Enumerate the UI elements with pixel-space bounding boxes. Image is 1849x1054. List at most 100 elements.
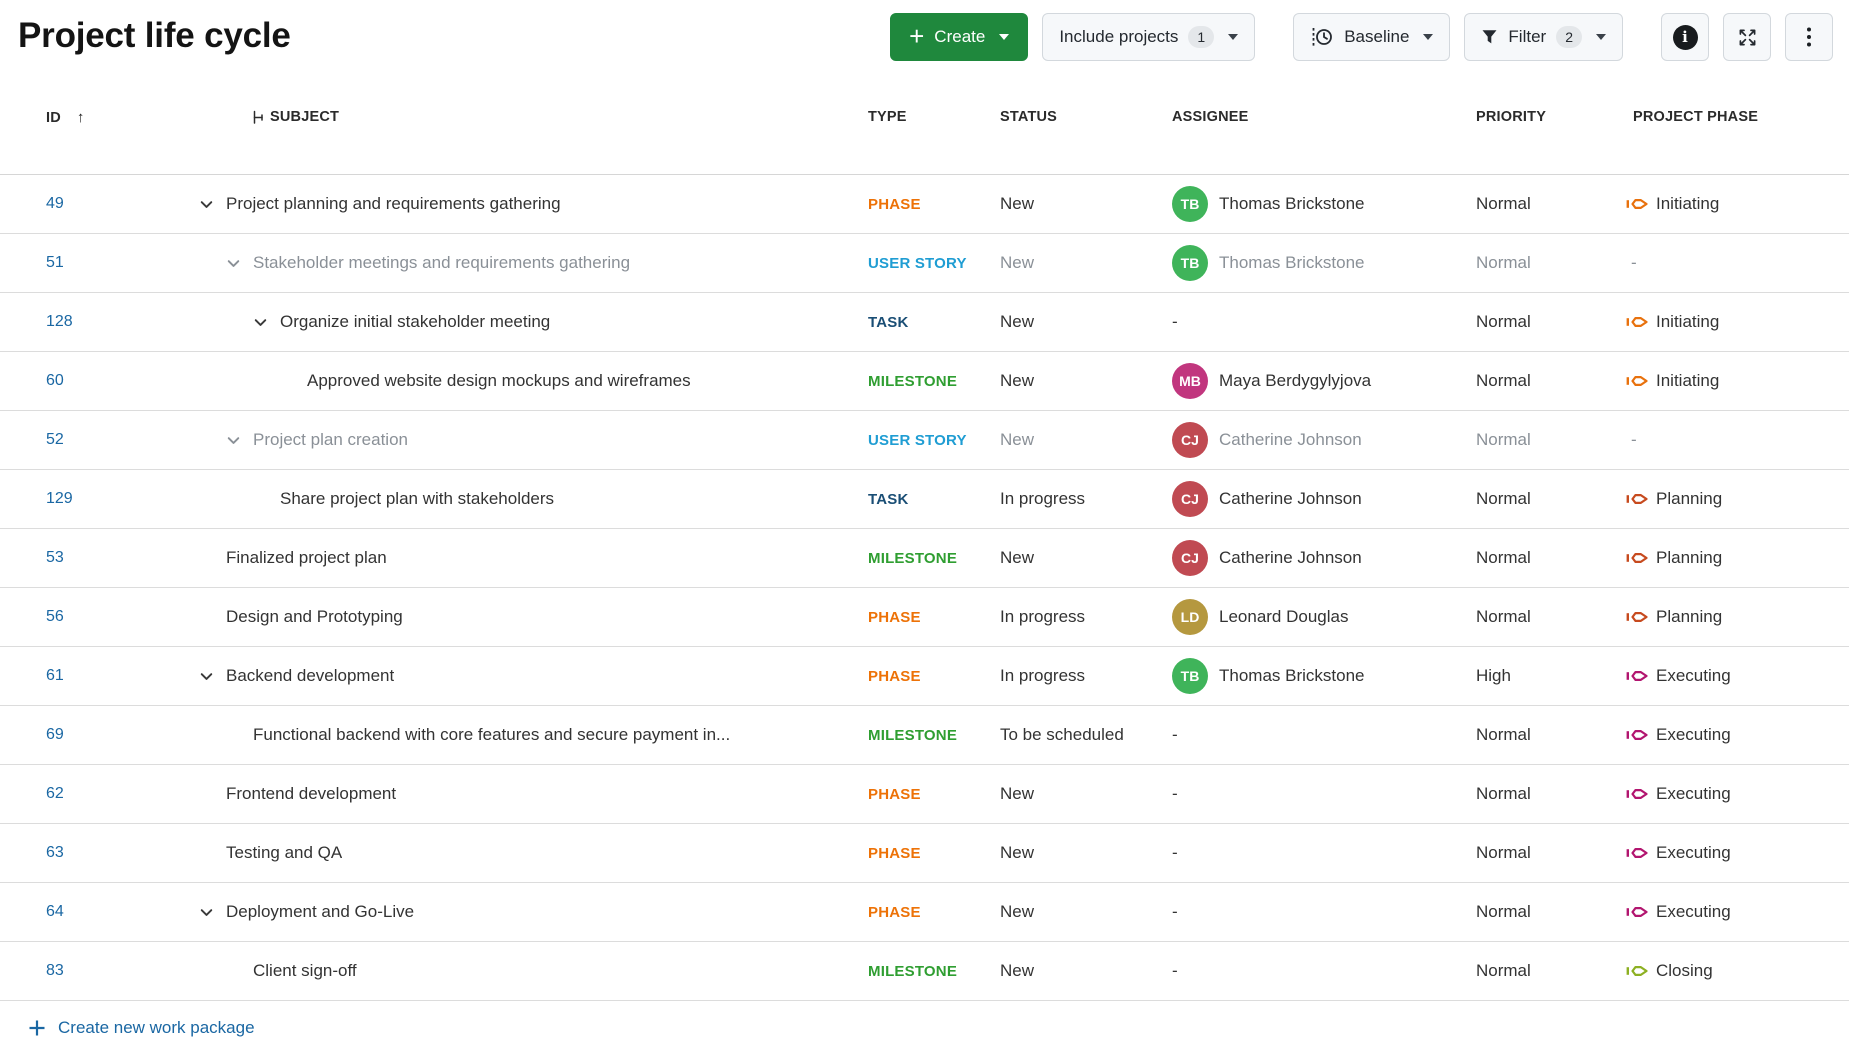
status-cell[interactable]: In progress — [1000, 607, 1172, 627]
priority-cell[interactable]: Normal — [1476, 194, 1626, 214]
status-cell[interactable]: New — [1000, 902, 1172, 922]
assignee-cell[interactable]: CJ Catherine Johnson — [1172, 481, 1476, 517]
type-cell[interactable]: PHASE — [868, 786, 1000, 803]
column-header-id[interactable]: ID ↑ — [46, 109, 85, 126]
assignee-cell[interactable]: - — [1172, 784, 1476, 804]
assignee-cell[interactable]: TB Thomas Brickstone — [1172, 186, 1476, 222]
assignee-cell[interactable]: - — [1172, 961, 1476, 981]
fullscreen-button[interactable] — [1723, 13, 1771, 61]
work-package-id-link[interactable]: 51 — [46, 254, 64, 271]
collapse-chevron-icon[interactable] — [198, 668, 220, 685]
collapse-chevron-icon[interactable] — [252, 314, 274, 331]
project-phase-cell[interactable]: Executing — [1626, 784, 1849, 804]
project-phase-cell[interactable]: Executing — [1626, 902, 1849, 922]
assignee-cell[interactable]: TB Thomas Brickstone — [1172, 658, 1476, 694]
work-package-id-link[interactable]: 69 — [46, 726, 64, 743]
subject-cell[interactable]: Organize initial stakeholder meeting — [165, 312, 868, 332]
info-button[interactable]: i — [1661, 13, 1709, 61]
subject-cell[interactable]: Design and Prototyping — [165, 607, 868, 627]
type-cell[interactable]: MILESTONE — [868, 727, 1000, 744]
priority-cell[interactable]: Normal — [1476, 607, 1626, 627]
column-header-type[interactable]: TYPE — [868, 109, 907, 125]
work-package-id-link[interactable]: 63 — [46, 844, 64, 861]
priority-cell[interactable]: Normal — [1476, 902, 1626, 922]
work-package-id-link[interactable]: 56 — [46, 608, 64, 625]
assignee-cell[interactable]: MB Maya Berdygylyjova — [1172, 363, 1476, 399]
project-phase-cell[interactable]: Planning — [1626, 607, 1849, 627]
type-cell[interactable]: MILESTONE — [868, 963, 1000, 980]
work-package-id-link[interactable]: 61 — [46, 667, 64, 684]
project-phase-cell[interactable]: Executing — [1626, 843, 1849, 863]
project-phase-cell[interactable]: Initiating — [1626, 371, 1849, 391]
collapse-chevron-icon[interactable] — [198, 196, 220, 213]
subject-cell[interactable]: Approved website design mockups and wire… — [165, 371, 868, 391]
type-cell[interactable]: USER STORY — [868, 255, 1000, 272]
work-package-id-link[interactable]: 64 — [46, 903, 64, 920]
work-package-id-link[interactable]: 52 — [46, 431, 64, 448]
subject-cell[interactable]: Finalized project plan — [165, 548, 868, 568]
column-header-status[interactable]: STATUS — [1000, 109, 1058, 125]
project-phase-cell[interactable]: Planning — [1626, 489, 1849, 509]
status-cell[interactable]: New — [1000, 843, 1172, 863]
status-cell[interactable]: New — [1000, 312, 1172, 332]
status-cell[interactable]: New — [1000, 371, 1172, 391]
work-package-id-link[interactable]: 128 — [46, 313, 73, 330]
collapse-chevron-icon[interactable] — [198, 904, 220, 921]
work-package-id-link[interactable]: 49 — [46, 195, 64, 212]
type-cell[interactable]: PHASE — [868, 845, 1000, 862]
status-cell[interactable]: In progress — [1000, 666, 1172, 686]
assignee-cell[interactable]: - — [1172, 312, 1476, 332]
subject-cell[interactable]: Stakeholder meetings and requirements ga… — [165, 253, 868, 273]
subject-cell[interactable]: Backend development — [165, 666, 868, 686]
assignee-cell[interactable]: - — [1172, 725, 1476, 745]
subject-cell[interactable]: Project planning and requirements gather… — [165, 194, 868, 214]
subject-cell[interactable]: Project plan creation — [165, 430, 868, 450]
subject-cell[interactable]: Share project plan with stakeholders — [165, 489, 868, 509]
work-package-id-link[interactable]: 60 — [46, 372, 64, 389]
assignee-cell[interactable]: CJ Catherine Johnson — [1172, 422, 1476, 458]
baseline-button[interactable]: Baseline — [1293, 13, 1451, 61]
priority-cell[interactable]: Normal — [1476, 961, 1626, 981]
subject-cell[interactable]: Frontend development — [165, 784, 868, 804]
work-package-id-link[interactable]: 129 — [46, 490, 73, 507]
create-button[interactable]: + Create — [890, 13, 1029, 61]
assignee-cell[interactable]: LD Leonard Douglas — [1172, 599, 1476, 635]
filter-button[interactable]: Filter 2 — [1464, 13, 1623, 61]
subject-cell[interactable]: Testing and QA — [165, 843, 868, 863]
create-work-package-link[interactable]: Create new work package — [28, 1018, 255, 1038]
status-cell[interactable]: New — [1000, 784, 1172, 804]
type-cell[interactable]: MILESTONE — [868, 550, 1000, 567]
type-cell[interactable]: PHASE — [868, 196, 1000, 213]
project-phase-cell[interactable]: - — [1626, 430, 1849, 450]
subject-cell[interactable]: Deployment and Go-Live — [165, 902, 868, 922]
work-package-id-link[interactable]: 62 — [46, 785, 64, 802]
type-cell[interactable]: PHASE — [868, 668, 1000, 685]
assignee-cell[interactable]: CJ Catherine Johnson — [1172, 540, 1476, 576]
priority-cell[interactable]: Normal — [1476, 489, 1626, 509]
assignee-cell[interactable]: - — [1172, 843, 1476, 863]
status-cell[interactable]: New — [1000, 961, 1172, 981]
priority-cell[interactable]: Normal — [1476, 253, 1626, 273]
column-header-priority[interactable]: PRIORITY — [1476, 109, 1547, 125]
type-cell[interactable]: TASK — [868, 314, 1000, 331]
status-cell[interactable]: New — [1000, 194, 1172, 214]
include-projects-button[interactable]: Include projects 1 — [1042, 13, 1256, 61]
work-package-id-link[interactable]: 83 — [46, 962, 64, 979]
project-phase-cell[interactable]: - — [1626, 253, 1849, 273]
assignee-cell[interactable]: TB Thomas Brickstone — [1172, 245, 1476, 281]
status-cell[interactable]: In progress — [1000, 489, 1172, 509]
status-cell[interactable]: New — [1000, 430, 1172, 450]
project-phase-cell[interactable]: Planning — [1626, 548, 1849, 568]
status-cell[interactable]: New — [1000, 253, 1172, 273]
type-cell[interactable]: MILESTONE — [868, 373, 1000, 390]
column-header-project-phase[interactable]: PROJECT PHASE — [1633, 109, 1759, 125]
project-phase-cell[interactable]: Closing — [1626, 961, 1849, 981]
priority-cell[interactable]: Normal — [1476, 784, 1626, 804]
type-cell[interactable]: PHASE — [868, 609, 1000, 626]
status-cell[interactable]: New — [1000, 548, 1172, 568]
priority-cell[interactable]: Normal — [1476, 430, 1626, 450]
priority-cell[interactable]: Normal — [1476, 843, 1626, 863]
project-phase-cell[interactable]: Executing — [1626, 725, 1849, 745]
project-phase-cell[interactable]: Initiating — [1626, 194, 1849, 214]
more-menu-button[interactable] — [1785, 13, 1833, 61]
